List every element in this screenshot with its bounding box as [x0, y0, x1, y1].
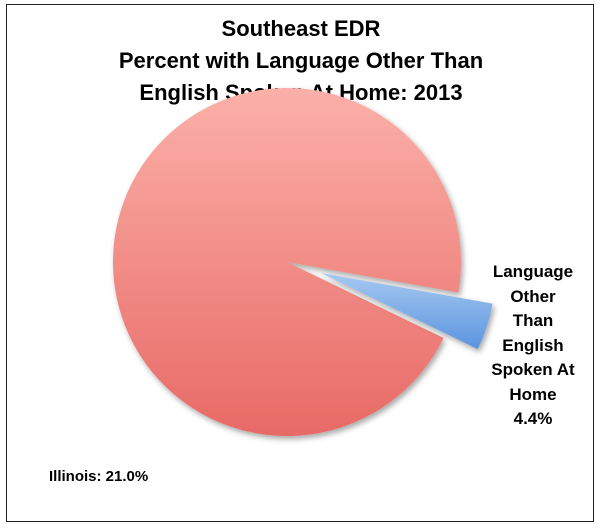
chart-frame: Southeast EDR Percent with Language Othe… — [6, 4, 594, 522]
footnote-illinois: Illinois: 21.0% — [49, 468, 149, 485]
slice-label-line-1: Language — [492, 262, 574, 281]
chart-title-line-2: Percent with Language Other Than — [118, 48, 484, 73]
slice-label-line-4: English — [502, 335, 564, 355]
pie-slice-main — [113, 88, 462, 436]
chart-title: Southeast EDR Percent with Language Othe… — [7, 13, 595, 109]
slice-label-line-6: Home — [509, 384, 557, 404]
chart-title-line-1: Southeast EDR — [221, 16, 381, 41]
pie-slice-language-other — [321, 273, 493, 350]
slice-label-line-2: Other — [510, 286, 556, 306]
slice-label-value: 4.4% — [513, 409, 553, 428]
slice-label-language-other: Language Other Than English Spoken At Ho… — [473, 260, 593, 432]
slice-label-line-3: Than — [512, 311, 554, 330]
slice-label-line-5: Spoken At — [491, 360, 575, 379]
pie-chart — [113, 88, 493, 436]
